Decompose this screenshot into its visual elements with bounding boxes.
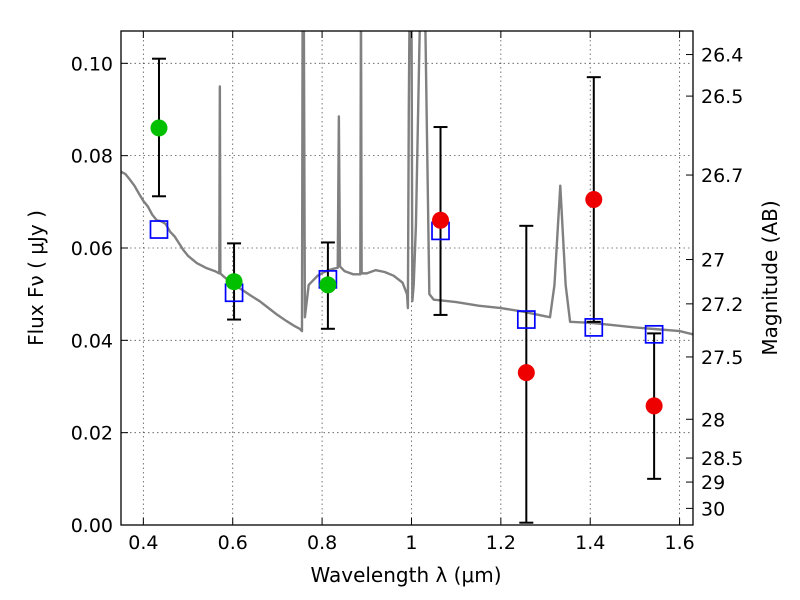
x-axis-label: Wavelength λ (μm) — [310, 563, 501, 587]
tick-labels: 0.4 0.6 0.8 1 1.2 1.4 1.6 0.00 0.02 0.04 0.06 0.08 0… — [71, 45, 744, 554]
green-data-point — [225, 273, 243, 291]
axis-ticks — [121, 31, 693, 526]
right-tick-label: 29 — [701, 472, 725, 494]
right-tick-label: 28.5 — [701, 448, 743, 470]
right-tick-label: 27.2 — [701, 294, 743, 316]
green-data-point — [150, 119, 168, 137]
y-tick-label: 0.08 — [71, 146, 113, 168]
y-axis-label: Flux Fν ( μJy ) — [24, 210, 48, 346]
x-tick-label: 1.4 — [575, 532, 605, 554]
right-axis-label: Magnitude (AB) — [758, 200, 782, 355]
model-spectrum — [121, 31, 693, 336]
x-tick-label: 1.2 — [486, 532, 516, 554]
right-tick-label: 28 — [701, 409, 725, 431]
model-spectrum-line — [121, 31, 693, 336]
x-tick-label: 0.6 — [218, 532, 248, 554]
y-tick-label: 0.06 — [71, 238, 113, 260]
x-tick-label: 0.8 — [307, 532, 337, 554]
y-tick-label: 0.04 — [71, 330, 113, 352]
right-tick-label: 30 — [701, 498, 725, 520]
green-data-point — [319, 276, 337, 294]
right-tick-label: 26.7 — [701, 165, 743, 187]
red-data-point — [645, 397, 663, 415]
model-flux-square — [584, 318, 604, 337]
y-tick-label: 0.00 — [71, 515, 113, 537]
red-data-point — [432, 211, 450, 229]
right-tick-label: 27 — [701, 250, 725, 272]
model-flux-square — [516, 310, 536, 329]
red-data-point — [517, 364, 535, 382]
y-tick-label: 0.10 — [71, 53, 113, 75]
data-markers — [149, 119, 664, 415]
right-tick-label: 27.5 — [701, 347, 743, 369]
x-tick-label: 1.6 — [664, 532, 694, 554]
model-flux-square — [149, 220, 169, 239]
right-tick-label: 26.5 — [701, 86, 743, 108]
plot-frame — [120, 30, 694, 526]
model-flux-square — [644, 324, 664, 344]
red-data-point — [585, 191, 603, 209]
y-tick-label: 0.02 — [71, 423, 113, 445]
right-tick-label: 26.4 — [701, 45, 743, 67]
x-tick-label: 1 — [405, 532, 417, 554]
x-tick-label: 0.4 — [128, 532, 158, 554]
